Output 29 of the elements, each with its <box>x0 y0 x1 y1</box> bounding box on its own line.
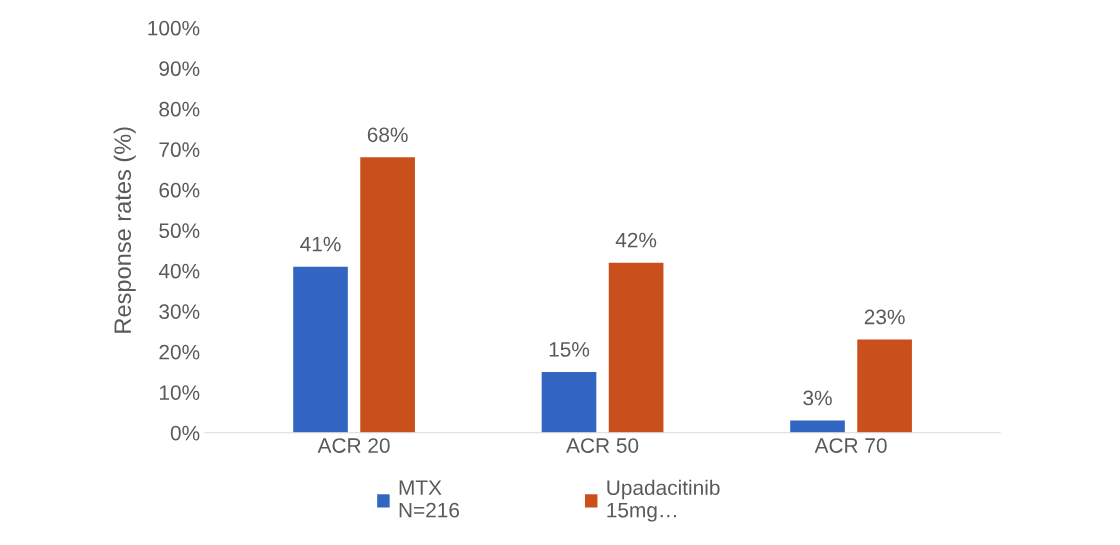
bar <box>790 420 845 433</box>
bar <box>608 262 664 433</box>
legend-label: MTX N=216 <box>399 480 460 518</box>
x-tick-label: ACR 50 <box>566 438 639 453</box>
data-label: 23% <box>864 309 905 325</box>
x-tick-label: ACR 20 <box>317 438 390 453</box>
y-axis-title: Response rates (%) <box>113 127 136 333</box>
data-label: 15% <box>549 342 590 357</box>
bar <box>541 371 597 433</box>
y-tick-label: 20% <box>159 344 200 360</box>
data-label: 42% <box>615 232 657 248</box>
data-label: 68% <box>367 127 408 143</box>
y-tick-label: 50% <box>159 223 200 239</box>
data-label: 41% <box>300 236 341 252</box>
bar <box>857 339 912 433</box>
y-tick-label: 70% <box>159 142 200 158</box>
y-tick-label: 80% <box>159 101 200 117</box>
y-tick-label: 10% <box>159 385 200 400</box>
data-label: 3% <box>803 390 832 406</box>
legend-label: Upadacitinib 15mg… <box>607 479 720 522</box>
x-tick-label: ACR 70 <box>814 438 887 453</box>
bar <box>293 266 348 433</box>
y-tick-label: 60% <box>159 182 200 198</box>
bar <box>360 157 415 433</box>
y-tick-label: 100% <box>148 20 200 36</box>
y-tick-label: 0% <box>170 425 200 441</box>
y-tick-label: 30% <box>159 304 200 319</box>
y-tick-label: 40% <box>158 263 200 279</box>
y-tick-label: 90% <box>159 61 200 77</box>
